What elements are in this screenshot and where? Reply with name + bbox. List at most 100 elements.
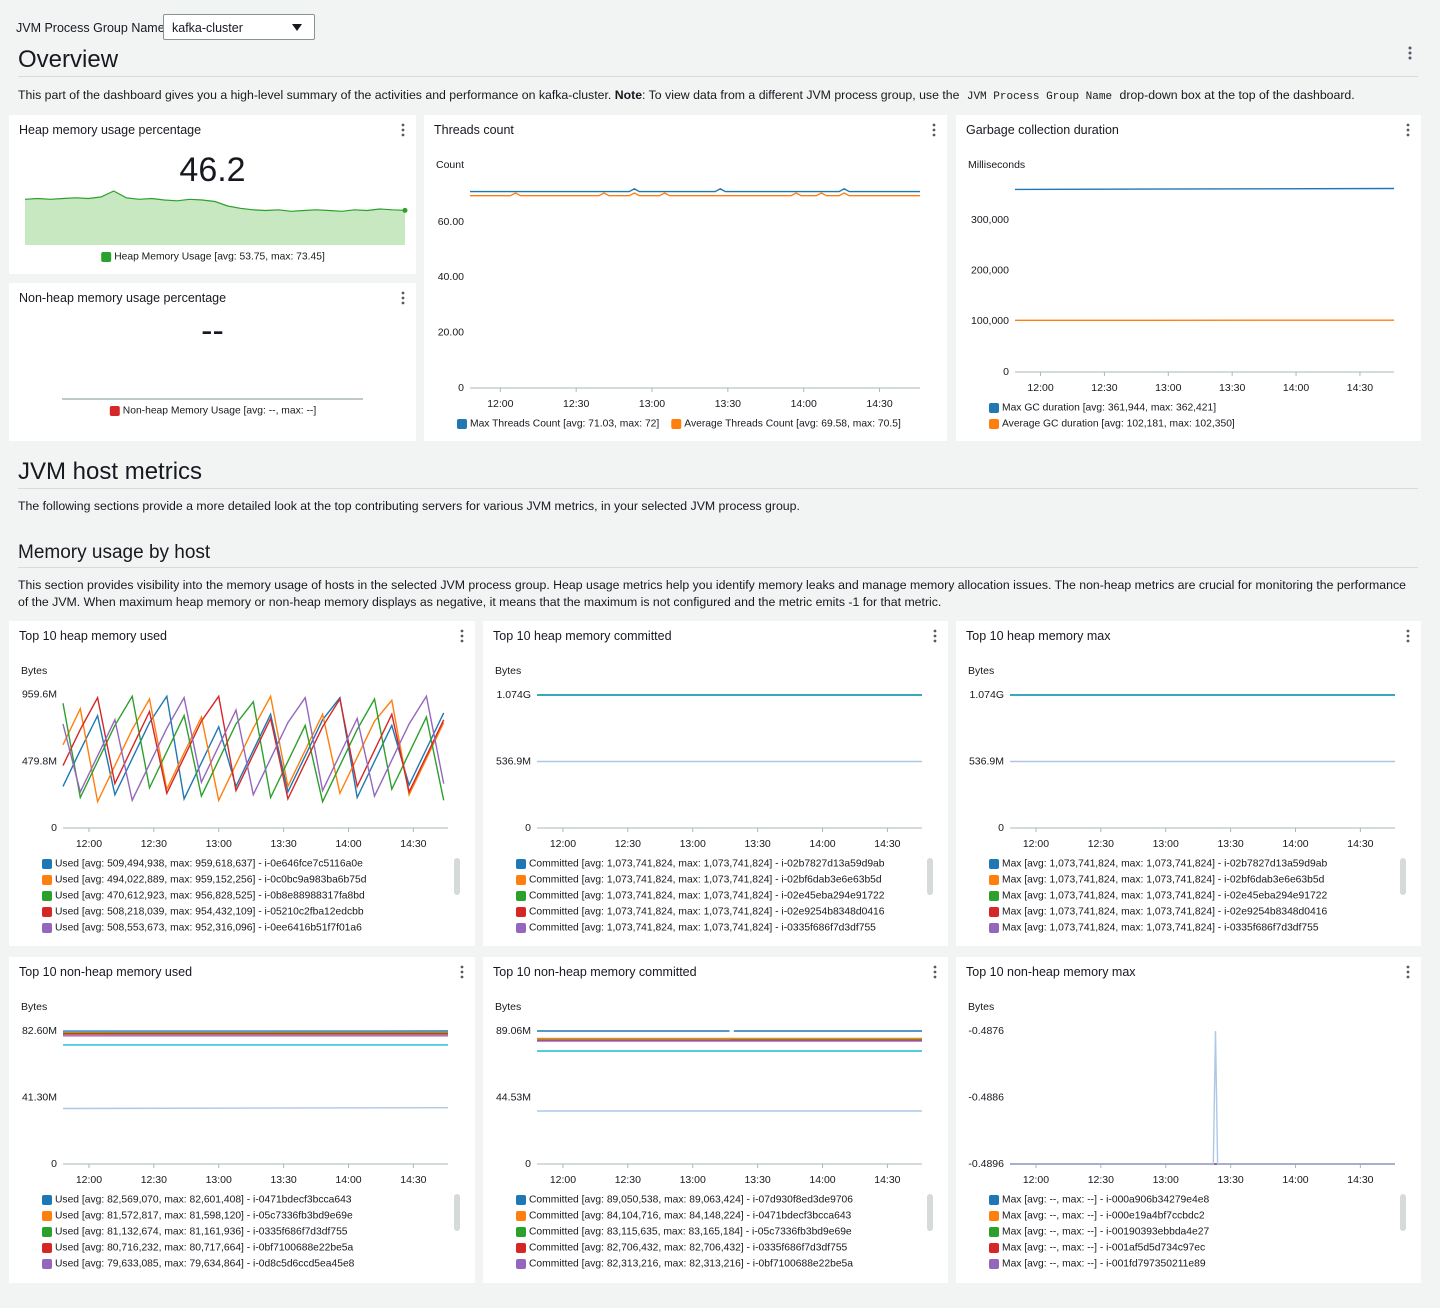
legend-swatch [989, 1243, 999, 1253]
menu-dot [402, 134, 405, 137]
x-tick-label: 13:00 [639, 398, 665, 410]
legend-swatch [516, 1259, 526, 1269]
x-tick-label: 14:00 [809, 1174, 835, 1186]
group-label: JVM Process Group Name: [16, 21, 168, 35]
legend-swatch [42, 907, 52, 917]
menu-dot [934, 640, 937, 643]
y-tick-label: 0 [998, 822, 1004, 834]
menu-dot [461, 640, 464, 643]
widget-menu[interactable] [934, 966, 937, 979]
y-axis-label: Bytes [21, 1001, 47, 1013]
widget: Top 10 non-heap memory committedBytes12:… [483, 957, 948, 1283]
widget-title: Top 10 non-heap memory max [966, 965, 1136, 979]
y-tick-label: 536.9M [496, 755, 531, 767]
widget-menu[interactable] [933, 124, 936, 137]
legend-swatch [989, 419, 999, 429]
x-tick-label: 14:30 [874, 838, 900, 850]
menu-dot [402, 124, 405, 127]
y-tick-label: 0 [51, 822, 57, 834]
menu-dot [1407, 124, 1410, 127]
legend-swatch [989, 1227, 999, 1237]
legend-label: Used [avg: 81,572,817, max: 81,598,120] … [55, 1211, 353, 1222]
legend-label: Used [avg: 470,612,923, max: 956,828,525… [55, 891, 365, 902]
x-tick-label: 12:30 [1088, 838, 1114, 850]
last-point [403, 208, 408, 213]
widget-body: Bytes12:0012:3013:0013:3014:0014:30041.3… [9, 957, 475, 1283]
y-tick-label: 1.074G [970, 689, 1004, 701]
series-line [470, 193, 920, 196]
x-tick-label: 13:30 [744, 1174, 770, 1186]
menu-dot [461, 630, 464, 633]
x-tick-label: 14:00 [335, 1174, 361, 1186]
legend-label: Average Threads Count [avg: 69.58, max: … [684, 419, 901, 430]
menu-dot [402, 302, 405, 305]
widget-menu[interactable] [402, 124, 405, 137]
menu-dot [1407, 971, 1410, 974]
legend-swatch [989, 1195, 999, 1205]
x-tick-label: 14:30 [1347, 838, 1373, 850]
widget-menu[interactable] [461, 966, 464, 979]
y-tick-label: 0 [1003, 366, 1009, 378]
menu-dot [934, 630, 937, 633]
legend-label: Committed [avg: 1,073,741,824, max: 1,07… [529, 875, 882, 886]
legend-scrollbar [927, 858, 933, 895]
legend-label: Committed [avg: 89,050,538, max: 89,063,… [529, 1195, 853, 1206]
x-tick-label: 13:00 [206, 838, 232, 850]
code: JVM Process Group Name [963, 91, 1116, 103]
section-menu[interactable] [1404, 45, 1416, 61]
menu-dot [402, 297, 405, 300]
widget-body: --Non-heap Memory Usage [avg: --, max: -… [9, 283, 416, 441]
widget-menu[interactable] [1407, 630, 1410, 643]
note: Note [615, 88, 642, 102]
y-axis-label: Count [436, 159, 464, 171]
legend-label: Max [avg: 1,073,741,824, max: 1,073,741,… [1002, 923, 1319, 934]
text: drop-down box at the top of the dashboar… [1120, 88, 1355, 102]
legend-swatch [42, 1211, 52, 1221]
widget-body: Count12:0012:3013:0013:3014:0014:30020.0… [424, 115, 947, 441]
legend-label: Committed [avg: 1,073,741,824, max: 1,07… [529, 891, 885, 902]
widget: Top 10 heap memory usedBytes12:0012:3013… [9, 621, 475, 946]
y-tick-label: 40.00 [438, 271, 464, 283]
legend-swatch [989, 923, 999, 933]
legend-swatch [42, 859, 52, 869]
menu-dot [934, 635, 937, 638]
x-tick-label: 14:30 [866, 398, 892, 410]
legend-label: Max [avg: 1,073,741,824, max: 1,073,741,… [1002, 891, 1327, 902]
x-tick-label: 12:30 [1091, 382, 1117, 394]
y-axis-label: Bytes [495, 1001, 521, 1013]
series-line [63, 1108, 448, 1109]
x-tick-label: 12:30 [141, 1174, 167, 1186]
text: This part of the dashboard gives you a h… [18, 88, 611, 102]
widget-menu[interactable] [934, 630, 937, 643]
menu-dot [934, 966, 937, 969]
legend-swatch [516, 923, 526, 933]
group-select[interactable]: kafka-cluster [163, 14, 315, 40]
divider [18, 488, 1418, 489]
x-tick-label: 12:30 [615, 1174, 641, 1186]
widget-menu[interactable] [1407, 966, 1410, 979]
x-tick-label: 12:00 [487, 398, 513, 410]
widget-menu[interactable] [461, 630, 464, 643]
y-tick-label: -0.4896 [968, 1158, 1004, 1170]
widget-menu[interactable] [402, 292, 405, 305]
legend-swatch [110, 406, 120, 416]
menu-dot [933, 134, 936, 137]
legend-label: Max GC duration [avg: 361,944, max: 362,… [1002, 403, 1216, 414]
y-tick-label: 20.00 [438, 326, 464, 338]
widget: Top 10 non-heap memory usedBytes12:0012:… [9, 957, 475, 1283]
section-title: Overview [18, 46, 118, 74]
legend-swatch [516, 907, 526, 917]
x-tick-label: 12:00 [550, 1174, 576, 1186]
legend-swatch [42, 1259, 52, 1269]
legend-swatch [989, 1259, 999, 1269]
x-tick-label: 13:30 [1219, 382, 1245, 394]
x-tick-label: 13:30 [270, 838, 296, 850]
menu-dot [934, 971, 937, 974]
y-tick-label: 0 [458, 382, 464, 394]
y-tick-label: 959.6M [22, 689, 57, 701]
widget-menu[interactable] [1407, 124, 1410, 137]
x-tick-label: 12:00 [1023, 1174, 1049, 1186]
x-tick-label: 14:00 [791, 398, 817, 410]
series-line [63, 696, 444, 799]
x-tick-label: 13:00 [680, 1174, 706, 1186]
